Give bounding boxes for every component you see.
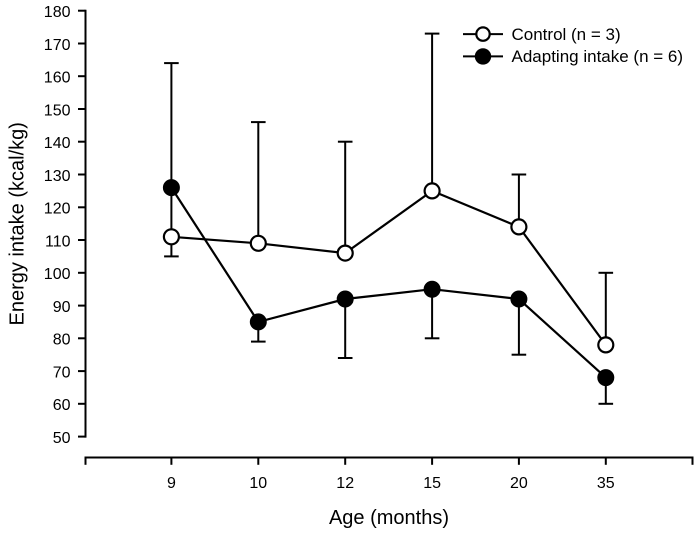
svg-text:140: 140	[44, 135, 71, 152]
svg-text:35: 35	[597, 475, 615, 492]
svg-text:150: 150	[44, 102, 71, 119]
svg-text:9: 9	[167, 475, 176, 492]
svg-text:120: 120	[44, 201, 71, 218]
svg-text:Energy intake (kcal/kg): Energy intake (kcal/kg)	[7, 122, 29, 325]
svg-text:60: 60	[53, 397, 71, 414]
svg-text:100: 100	[44, 266, 71, 283]
svg-text:12: 12	[336, 475, 354, 492]
svg-text:90: 90	[53, 299, 71, 316]
svg-text:50: 50	[53, 430, 71, 447]
svg-text:170: 170	[44, 37, 71, 54]
svg-text:160: 160	[44, 70, 71, 87]
svg-text:Age (months): Age (months)	[329, 507, 449, 529]
svg-text:70: 70	[53, 364, 71, 381]
svg-text:180: 180	[44, 4, 71, 21]
svg-text:80: 80	[53, 332, 71, 349]
svg-text:110: 110	[45, 233, 71, 250]
svg-text:10: 10	[249, 475, 267, 492]
svg-text:15: 15	[423, 475, 441, 492]
svg-text:20: 20	[510, 475, 528, 492]
svg-text:130: 130	[44, 168, 71, 185]
svg-text:Control (n = 3): Control (n = 3)	[512, 25, 621, 44]
svg-text:Adapting intake (n = 6): Adapting intake (n = 6)	[512, 47, 684, 66]
